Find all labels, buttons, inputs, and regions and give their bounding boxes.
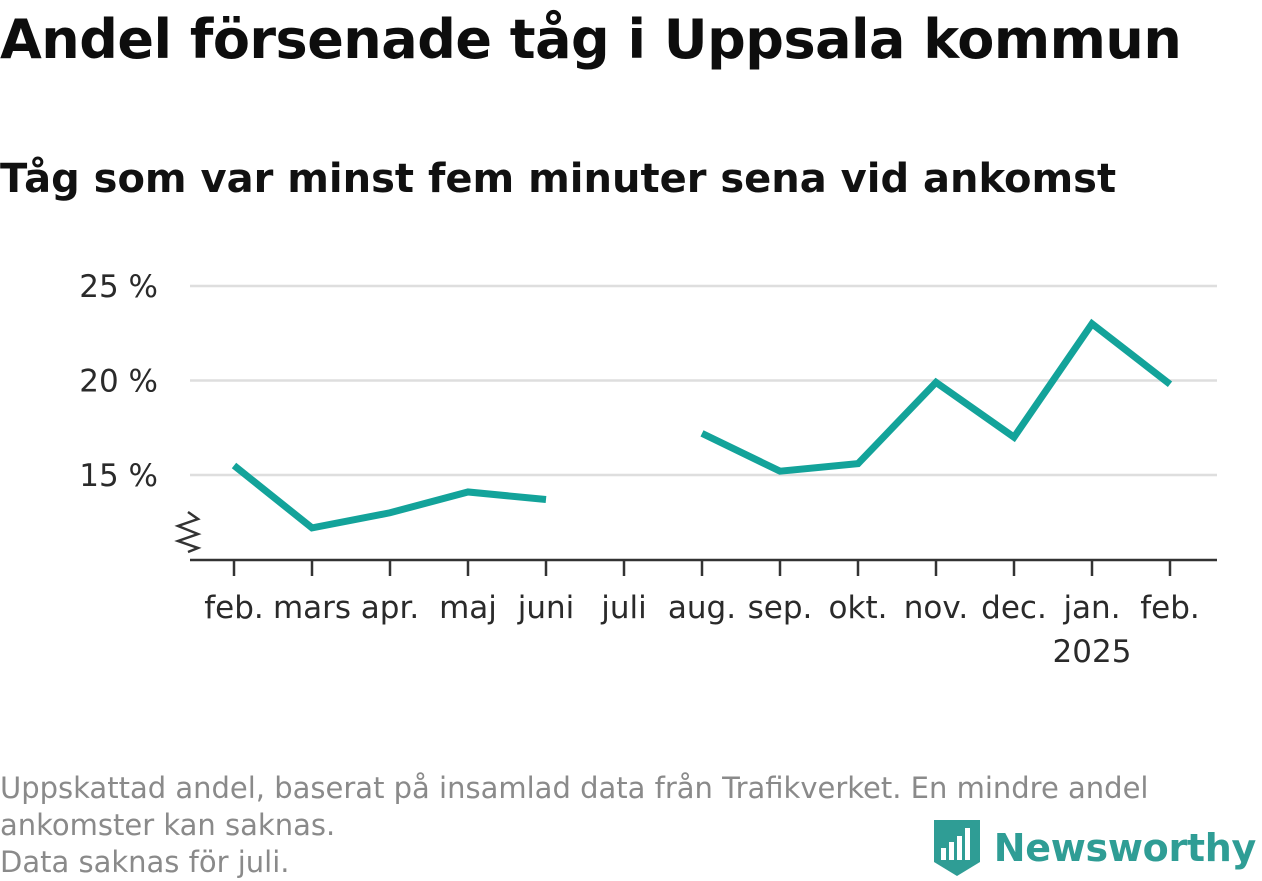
x-tick-label: juni <box>517 590 575 626</box>
bar-chart-shield-icon <box>933 820 980 876</box>
y-tick-label: 20 % <box>79 363 158 399</box>
brand-name: Newsworthy <box>993 826 1257 870</box>
chart-subtitle: Tåg som var minst fem minuter sena vid a… <box>0 156 1117 202</box>
tick-labels: 15 %20 %25 %feb. mars apr. maj juni juli aug. s… <box>79 269 1200 670</box>
x-tick-label: maj <box>439 590 497 626</box>
series-line <box>700 318 1173 475</box>
footnote-line: Uppskattad andel, baserat på insamlad da… <box>0 771 1149 805</box>
footnote-line: Data saknas för juli. <box>0 845 290 879</box>
x-tick-label: dec. <box>981 590 1047 626</box>
x-tick-label: aug. <box>668 590 736 626</box>
chart-title: Andel försenade tåg i Uppsala kommun <box>0 8 1182 71</box>
x-tick-label: feb. <box>1140 590 1200 626</box>
x-tick-label: okt. <box>829 590 888 626</box>
axis-break-mark <box>174 510 202 554</box>
y-tick-label: 25 % <box>79 269 158 305</box>
footnote-line: ankomster kan saknas. <box>0 808 336 842</box>
footnote: Uppskattad andel, baserat på insamlad da… <box>0 770 1250 881</box>
series-line <box>231 462 547 532</box>
y-tick-label: 15 % <box>79 458 158 494</box>
axes <box>174 510 1217 576</box>
x-year-label: 2025 <box>1053 634 1132 670</box>
x-tick-label: mars <box>273 590 351 626</box>
x-tick-label: nov. <box>904 590 968 626</box>
line-chart: 15 %20 %25 %feb. mars apr. maj juni juli aug. s… <box>79 269 1217 670</box>
gridlines <box>190 284 1217 477</box>
x-tick-label: feb. <box>204 590 264 626</box>
x-tick-label: sep. <box>748 590 813 626</box>
x-tick-label: jan. <box>1062 590 1120 626</box>
brand-logo: Newsworthy <box>932 818 1256 878</box>
series-lines <box>231 318 1173 532</box>
x-tick-label: juli <box>600 590 647 626</box>
x-tick-label: apr. <box>361 590 419 626</box>
